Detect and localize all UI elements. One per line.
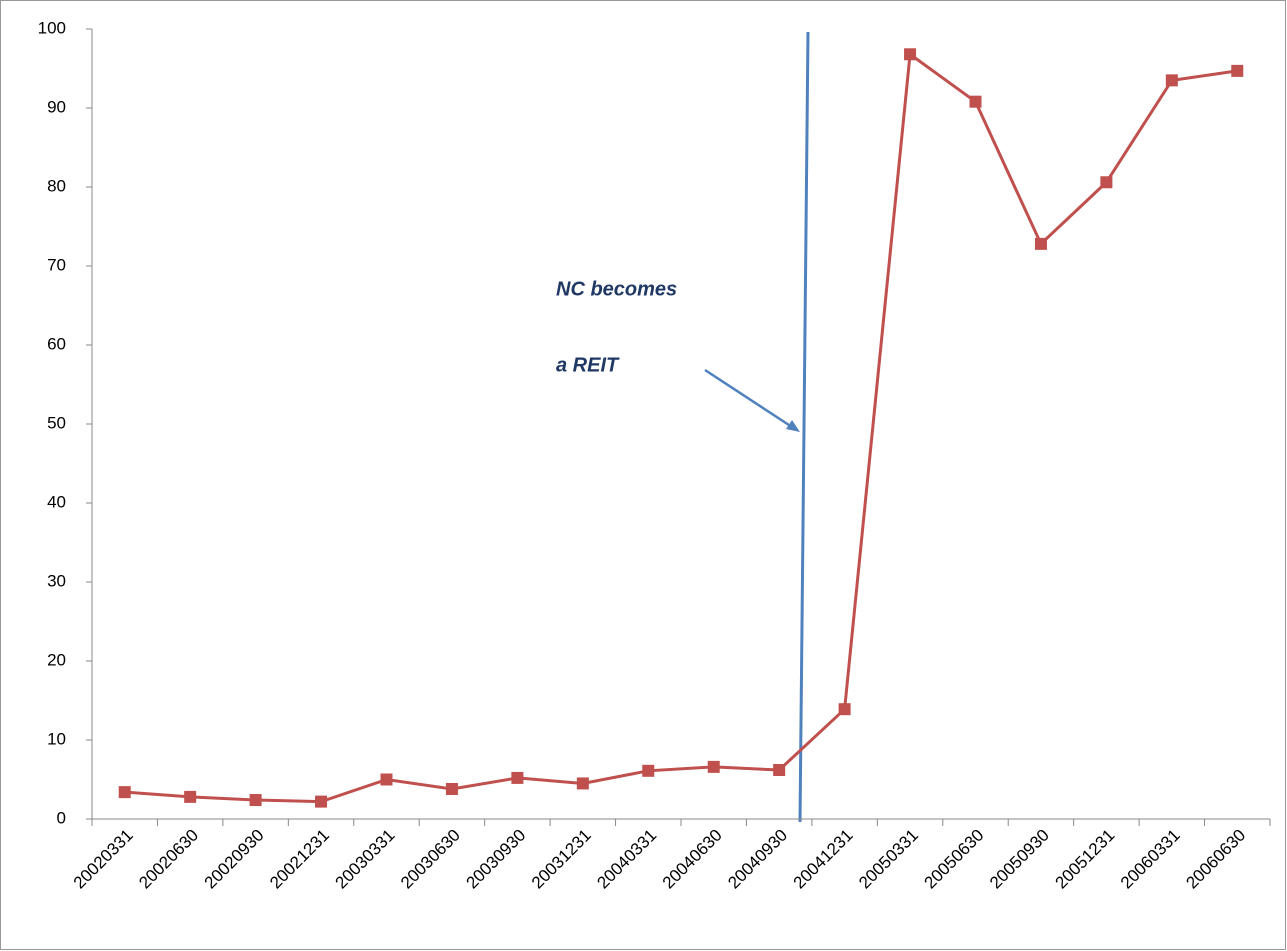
data-point bbox=[707, 760, 720, 773]
y-tick-label: 0 bbox=[57, 808, 66, 827]
y-tick-label: 30 bbox=[47, 571, 66, 590]
data-point bbox=[1100, 176, 1113, 189]
data-point bbox=[642, 764, 655, 777]
data-point bbox=[511, 771, 524, 784]
y-tick-label: 60 bbox=[47, 334, 66, 353]
annotation-text: NC becomes bbox=[556, 278, 677, 300]
annotation-arrow bbox=[704, 368, 793, 429]
data-point bbox=[773, 764, 786, 777]
data-point bbox=[249, 794, 262, 807]
data-point bbox=[1165, 74, 1178, 87]
annotation-arrowhead bbox=[786, 420, 800, 432]
data-point bbox=[380, 773, 393, 786]
data-point bbox=[315, 795, 328, 808]
y-tick-label: 90 bbox=[47, 97, 66, 116]
data-point bbox=[1034, 237, 1047, 250]
y-tick-label: 70 bbox=[47, 255, 66, 274]
event-line bbox=[798, 31, 810, 823]
data-point bbox=[576, 777, 589, 790]
y-tick-label: 50 bbox=[47, 413, 66, 432]
data-point bbox=[1231, 64, 1244, 77]
data-point bbox=[904, 48, 917, 61]
series-line bbox=[124, 51, 1238, 804]
y-tick-label: 20 bbox=[47, 650, 66, 669]
y-tick-label: 40 bbox=[47, 492, 66, 511]
data-point bbox=[118, 786, 131, 799]
data-point bbox=[969, 95, 982, 108]
y-tick-label: 10 bbox=[47, 729, 66, 748]
data-point bbox=[445, 782, 458, 795]
data-point bbox=[838, 703, 851, 716]
annotation-text: a REIT bbox=[556, 354, 620, 376]
data-point bbox=[184, 790, 197, 803]
y-tick-label: 100 bbox=[38, 18, 66, 37]
y-tick-label: 80 bbox=[47, 176, 66, 195]
